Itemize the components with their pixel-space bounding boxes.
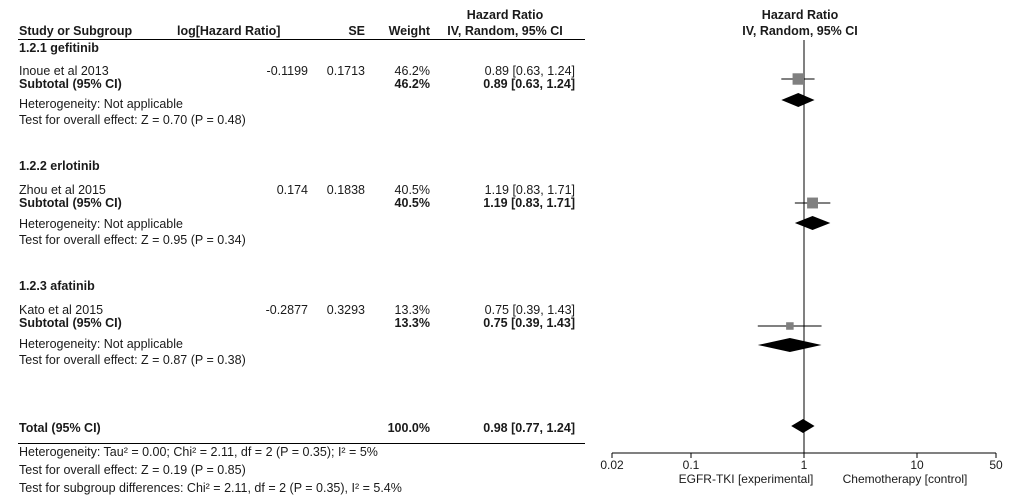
subgroup-title: 1.2.2 erlotinib bbox=[19, 159, 100, 173]
total-weight: 100.0% bbox=[387, 421, 430, 435]
subgroup-title: 1.2.3 afatinib bbox=[19, 279, 95, 293]
study-se: 0.1713 bbox=[326, 64, 365, 78]
subtotal-label: Subtotal (95% CI) bbox=[19, 77, 122, 91]
subtotal-ci: 0.89 [0.63, 1.24] bbox=[483, 77, 575, 91]
x-tick-label: 50 bbox=[989, 458, 1003, 472]
x-tick-label: 1 bbox=[801, 458, 808, 472]
total-diamond bbox=[791, 419, 815, 433]
study-ci: 0.75 [0.39, 1.43] bbox=[484, 303, 575, 317]
x-tick-label: 10 bbox=[910, 458, 924, 472]
hr-group-header: Hazard Ratio bbox=[466, 8, 544, 22]
overall-effect-text: Test for overall effect: Z = 0.95 (P = 0… bbox=[19, 233, 246, 247]
hr-method-header: IV, Random, 95% CI bbox=[447, 24, 563, 38]
study-name: Kato et al 2015 bbox=[19, 303, 104, 317]
overall-effect-text: Test for overall effect: Z = 0.87 (P = 0… bbox=[19, 353, 246, 367]
subtotal-ci: 0.75 [0.39, 1.43] bbox=[483, 316, 575, 330]
heterogeneity-text: Heterogeneity: Not applicable bbox=[19, 337, 183, 351]
header-rule bbox=[18, 39, 585, 40]
subtotal-weight: 46.2% bbox=[394, 77, 430, 91]
subtotal-diamond bbox=[781, 93, 815, 107]
heterogeneity-text: Heterogeneity: Not applicable bbox=[19, 217, 183, 231]
plot-method: IV, Random, 95% CI bbox=[742, 24, 858, 38]
study-loghr: -0.1199 bbox=[266, 64, 308, 78]
x-tick-label: 0.1 bbox=[683, 458, 700, 472]
subtotal-weight: 40.5% bbox=[394, 196, 430, 210]
subtotal-weight: 13.3% bbox=[394, 316, 430, 330]
study-ci: 1.19 [0.83, 1.71] bbox=[484, 183, 575, 197]
total-label: Total (95% CI) bbox=[19, 421, 101, 435]
study-point-square bbox=[786, 322, 794, 330]
study-name: Inoue et al 2013 bbox=[19, 64, 109, 78]
study-point-square bbox=[792, 73, 804, 85]
study-weight: 13.3% bbox=[394, 303, 430, 317]
subtotal-diamond bbox=[794, 216, 831, 230]
weight-column-header: Weight bbox=[388, 24, 430, 38]
x-tick-label: 0.02 bbox=[600, 458, 624, 472]
favours-left-label: EGFR-TKI [experimental] bbox=[679, 472, 814, 486]
heterogeneity-text: Heterogeneity: Not applicable bbox=[19, 97, 183, 111]
total-heterogeneity-text: Heterogeneity: Tau² = 0.00; Chi² = 2.11,… bbox=[19, 445, 378, 459]
study-name: Zhou et al 2015 bbox=[19, 183, 106, 197]
total-rule bbox=[18, 443, 585, 444]
total-overall-effect-text: Test for overall effect: Z = 0.19 (P = 0… bbox=[19, 463, 246, 477]
subtotal-label: Subtotal (95% CI) bbox=[19, 196, 122, 210]
loghr-column-header: log[Hazard Ratio] bbox=[177, 24, 281, 38]
study-column-header: Study or Subgroup bbox=[19, 24, 133, 38]
study-weight: 40.5% bbox=[394, 183, 430, 197]
subtotal-label: Subtotal (95% CI) bbox=[19, 316, 122, 330]
overall-effect-text: Test for overall effect: Z = 0.70 (P = 0… bbox=[19, 113, 246, 127]
se-column-header: SE bbox=[348, 24, 365, 38]
study-se: 0.1838 bbox=[326, 183, 365, 197]
plot-title: Hazard Ratio bbox=[761, 8, 839, 22]
study-loghr: -0.2877 bbox=[265, 303, 308, 317]
total-ci: 0.98 [0.77, 1.24] bbox=[483, 421, 575, 435]
subtotal-diamond bbox=[757, 338, 822, 352]
study-ci: 0.89 [0.63, 1.24] bbox=[484, 64, 575, 78]
subgroup-differences-text: Test for subgroup differences: Chi² = 2.… bbox=[19, 481, 402, 495]
study-weight: 46.2% bbox=[394, 64, 430, 78]
study-loghr: 0.174 bbox=[276, 183, 308, 197]
favours-right-label: Chemotherapy [control] bbox=[843, 472, 968, 486]
subgroup-title: 1.2.1 gefitinib bbox=[19, 41, 99, 55]
study-point-square bbox=[807, 197, 818, 209]
study-se: 0.3293 bbox=[326, 303, 365, 317]
subtotal-ci: 1.19 [0.83, 1.71] bbox=[483, 196, 575, 210]
